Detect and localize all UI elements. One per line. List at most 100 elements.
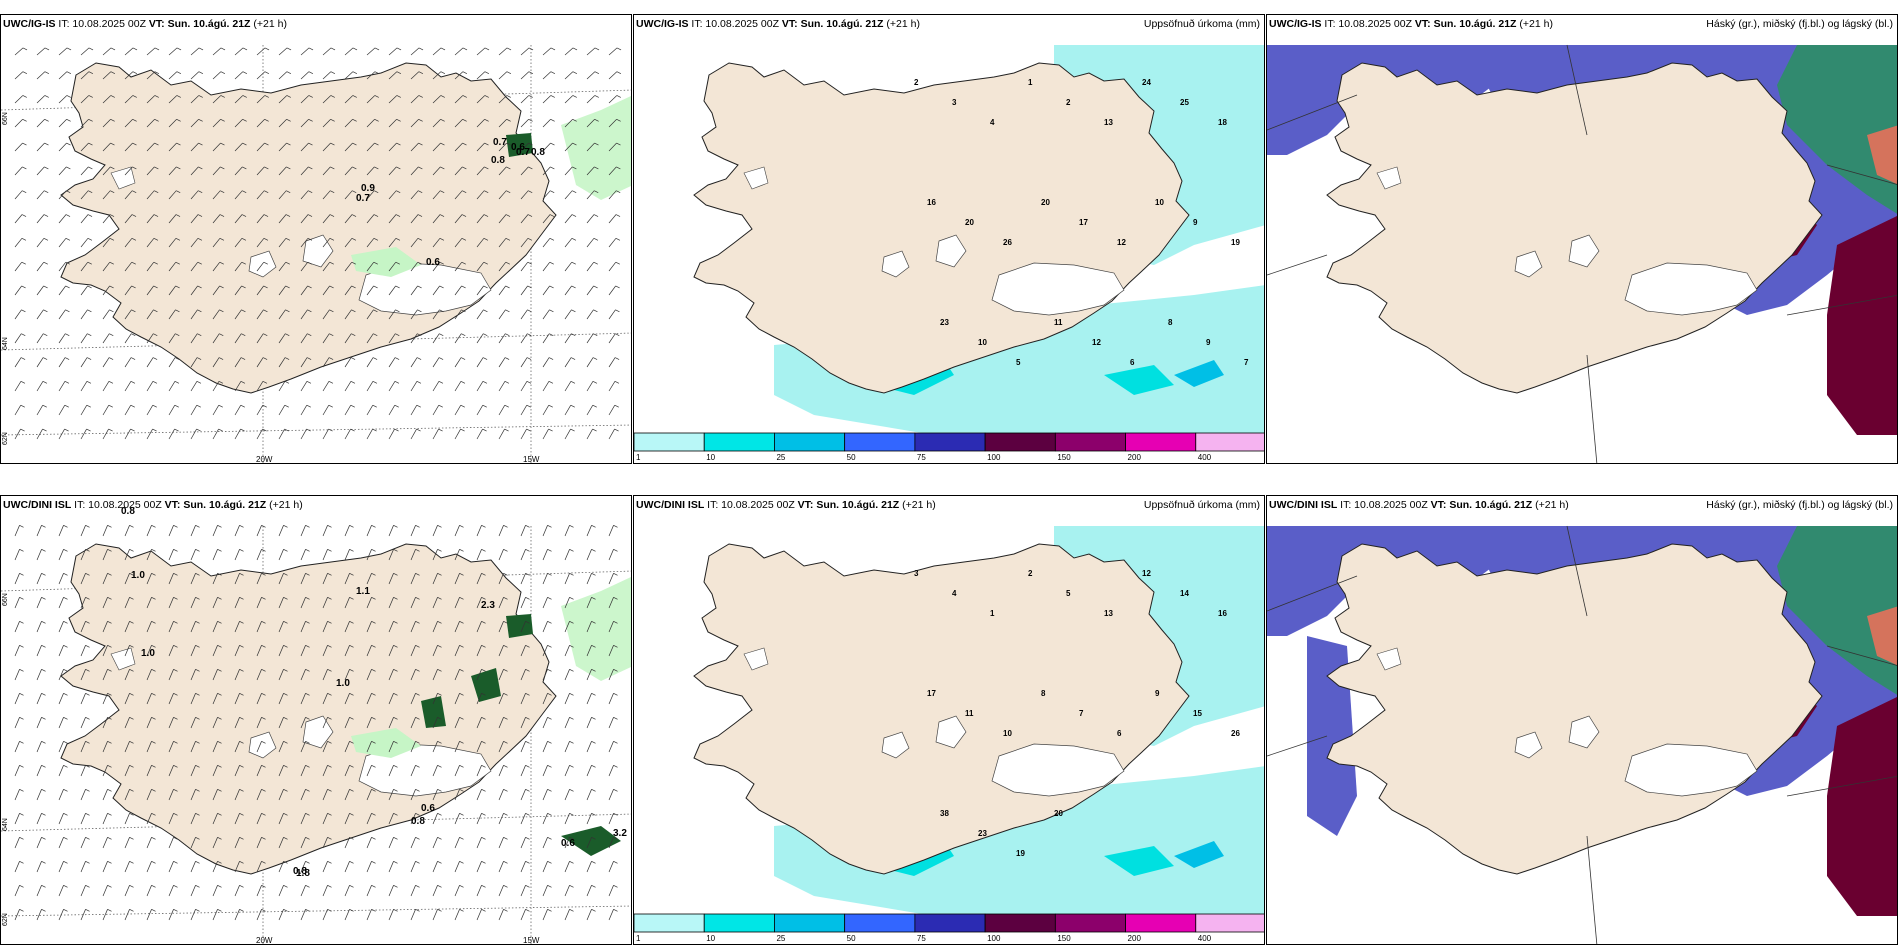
precip-value: 20 [1054, 809, 1063, 818]
precip-patches [351, 576, 631, 856]
precip-value: 2 [914, 78, 919, 87]
panel-wind-dini: UWC/DINI ISL IT: 10.08.2025 00Z VT: Sun.… [0, 495, 632, 945]
wind-barbs [14, 524, 618, 921]
wind-value-label: 0.8 [121, 506, 135, 517]
wind-value-label: 1.8 [296, 868, 310, 879]
region-borders [1267, 525, 1897, 944]
colorbar-swatch [634, 432, 705, 452]
precip-value: 8 [1041, 689, 1046, 698]
wind-value-label: 1.0 [131, 570, 145, 581]
precip-value: 23 [940, 318, 949, 327]
precip-value: 17 [1079, 218, 1088, 227]
precip-value: 4 [990, 118, 995, 127]
iceland-landmass [60, 62, 557, 394]
precip-value: 3 [952, 98, 957, 107]
precip-value: 9 [1155, 689, 1160, 698]
precip-value: 13 [1104, 609, 1113, 618]
colorbar-swatch [984, 913, 1056, 933]
precip-value: 25 [1180, 98, 1189, 107]
precip-value: 17 [927, 689, 936, 698]
precip-value: 13 [1104, 118, 1113, 127]
precip-value: 20 [965, 218, 974, 227]
cloud-map [1267, 44, 1897, 463]
precip-value: 14 [1180, 589, 1189, 598]
wind-map: 0.90.70.70.60.80.80.70.6 [1, 45, 631, 463]
lon-label-15w: 15W [523, 455, 540, 464]
colorbar-swatch [984, 432, 1056, 452]
iceland-landmass [1326, 543, 1823, 875]
precip-value: 12 [1092, 338, 1101, 347]
precip-value: 1 [1028, 78, 1033, 87]
precip-value: 19 [1016, 849, 1025, 858]
colorbar-swatch [774, 913, 846, 933]
colorbar-tick: 400 [1198, 934, 1212, 943]
precip-value: 9 [1206, 338, 1211, 347]
colorbar-swatch [1054, 913, 1126, 933]
colorbar-tick: 50 [847, 453, 856, 462]
colorbar-tick: 1 [636, 453, 641, 462]
precip-patches [351, 95, 631, 277]
colorbar-tick: 1 [636, 934, 641, 943]
precip-value: 8 [1168, 318, 1173, 327]
precip-value: 10 [1155, 198, 1164, 207]
precip-value: 16 [1218, 609, 1227, 618]
precip-value: 3 [914, 569, 919, 578]
precip-value: 9 [1193, 218, 1198, 227]
wind-value-label: 0.8 [491, 155, 505, 166]
colorbar-tick: 150 [1057, 453, 1071, 462]
colorbar-swatch [703, 432, 775, 452]
precip-value: 10 [978, 338, 987, 347]
precip-value: 11 [965, 709, 974, 718]
precip-value: 24 [1142, 78, 1151, 87]
precip-value: 19 [1231, 238, 1240, 247]
precip-value: 16 [927, 198, 936, 207]
colorbar-tick: 200 [1128, 934, 1142, 943]
colorbar-tick: 150 [1057, 934, 1071, 943]
colorbar: 1 10 25 50 75 100 150 200 400 [634, 913, 1264, 943]
colorbar-tick: 100 [987, 934, 1001, 943]
iceland-landmass [693, 62, 1190, 394]
panel-clouds-dini: UWC/DINI ISL IT: 10.08.2025 00Z VT: Sun.… [1266, 495, 1898, 945]
panel-title: UWC/IG-IS IT: 10.08.2025 00Z VT: Sun. 10… [636, 18, 920, 30]
precip-map: 2341213242518162026201712109192310511126… [634, 45, 1264, 462]
wind-value-label: 0.8 [411, 816, 425, 827]
precip-value: 11 [1054, 318, 1063, 327]
colorbar-tick: 10 [706, 453, 715, 462]
colorbar-swatch [914, 913, 986, 933]
precip-value: 2 [1028, 569, 1033, 578]
iceland-landmass [1326, 62, 1823, 394]
lon-label-20w: 20W [256, 936, 273, 945]
panel-precip-ig-is: UWC/IG-IS IT: 10.08.2025 00Z VT: Sun. 10… [633, 14, 1265, 464]
wind-value-label: 0.7 [516, 147, 530, 158]
wind-value-label: 0.7 [493, 137, 507, 148]
lat-label-64n: 64N [2, 818, 9, 831]
panel-subtitle: Uppsöfnuð úrkoma (mm) [1143, 18, 1260, 30]
colorbar-swatch [1125, 432, 1197, 452]
precip-value: 4 [952, 589, 957, 598]
panel-title: UWC/DINI ISL IT: 10.08.2025 00Z VT: Sun.… [1269, 499, 1569, 511]
wind-value-label: 0.6 [421, 803, 435, 814]
colorbar-swatch [1195, 432, 1264, 452]
panel-precip-dini: UWC/DINI ISL IT: 10.08.2025 00Z VT: Sun.… [633, 495, 1265, 945]
precip-value: 10 [1003, 729, 1012, 738]
colorbar-swatch [1125, 913, 1197, 933]
precip-value: 26 [1231, 729, 1240, 738]
wind-barbs [14, 47, 622, 440]
colorbar-tick: 25 [776, 453, 785, 462]
lon-label-20w: 20W [256, 455, 273, 464]
precip-value: 6 [1117, 729, 1122, 738]
colorbar-tick: 400 [1198, 453, 1212, 462]
colorbar-swatch [844, 432, 916, 452]
wind-value-label: 0.8 [531, 147, 545, 158]
lat-label-62n: 62N [2, 913, 9, 926]
precip-value: 2 [1066, 98, 1071, 107]
panel-title: UWC/DINI ISL IT: 10.08.2025 00Z VT: Sun.… [3, 499, 303, 511]
panel-wind-ig-is: UWC/IG-IS IT: 10.08.2025 00Z VT: Sun. 10… [0, 14, 632, 464]
wind-value-label: 1.1 [356, 586, 370, 597]
precip-value: 38 [940, 809, 949, 818]
iceland-landmass [60, 543, 557, 875]
panel-title: UWC/IG-IS IT: 10.08.2025 00Z VT: Sun. 10… [1269, 18, 1553, 30]
wind-value-label: 0.8 [293, 866, 307, 877]
